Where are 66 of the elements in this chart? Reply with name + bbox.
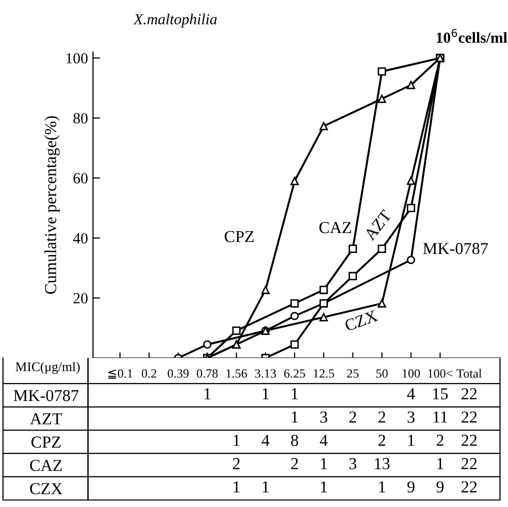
data-label: 11 [434,412,448,423]
data-label: 9 [436,481,444,493]
data-label: 13 [375,458,390,470]
data-label: 2 [436,434,444,446]
x-tick-label: 12.5 [314,369,334,378]
y-tick-label: CPZ [31,436,60,448]
data-label: 1 [292,388,298,400]
x-tick-label: 50 [376,369,388,378]
series-label: MK-0787 [423,242,488,254]
y-tick-label: 100 [66,53,88,64]
data-label: 1 [321,458,327,470]
y-axis-title: Cumulative percentage(%) [44,116,60,294]
data-label: 1 [204,388,210,400]
x-tick-label: 0.2 [142,369,156,378]
text: 10$^{6}$cells/ml [436,28,508,43]
x-tick-label: 100< [428,369,452,378]
data-label: 22 [462,458,477,470]
data-label: 4 [262,434,270,446]
data-label: 1 [321,481,327,492]
data-label: 3 [320,411,328,423]
data-label: 1 [437,458,444,470]
text: CZX [344,310,378,332]
data-label: 22 [462,434,477,446]
y-tick-label: CZX [30,483,62,494]
y-tick-label: CAZ [30,460,62,472]
data-label: 1 [234,481,240,492]
data-label: 4 [320,434,328,446]
chart-title: X.maltophilia [133,14,217,28]
data-label: 22 [462,411,477,423]
x-tick-label: 3.13 [255,369,276,378]
y-axis-title: MIC(μg/ml) [16,362,80,374]
x-tick-label: Total [456,368,482,378]
x-tick-label: 0.78 [196,369,218,378]
data-label: 1 [379,481,386,492]
y-tick-label: 80 [73,113,88,124]
data-label: 1 [234,434,240,446]
y-tick-label: 40 [73,233,88,244]
data-label: 2 [291,458,298,470]
series-label: CAZ [319,222,352,234]
y-tick-label: AZT [30,413,62,424]
y-tick-label: 60 [74,173,88,184]
data-label: 22 [462,388,477,400]
data-label: 4 [407,388,415,400]
data-label: 1 [408,434,414,446]
x-tick-label: 6.25 [284,369,306,378]
y-tick-label: MK-0787 [14,390,78,402]
data-label: 8 [291,434,298,446]
data-label: 3 [408,411,415,423]
x-tick-label: 100 [402,369,420,378]
x-tick-label: 1.56 [226,369,247,378]
x-tick-label: 0.39 [168,369,189,378]
data-label: 1 [262,481,269,492]
data-label: 1 [262,388,269,400]
data-label: 15 [433,388,448,400]
y-tick-label: 20 [74,293,88,304]
data-label: 2 [232,458,240,470]
x-tick-label: ≦0.1 [108,369,132,379]
data-label: 1 [292,412,298,423]
data-label: 9 [407,481,414,493]
x-tick-label: 25 [347,369,359,378]
data-label: 22 [462,481,477,492]
series-label: CPZ [224,230,254,242]
data-label: 2 [378,411,386,423]
data-label: 3 [349,458,356,470]
data-label: 2 [349,411,356,423]
data-label: 2 [378,434,386,446]
